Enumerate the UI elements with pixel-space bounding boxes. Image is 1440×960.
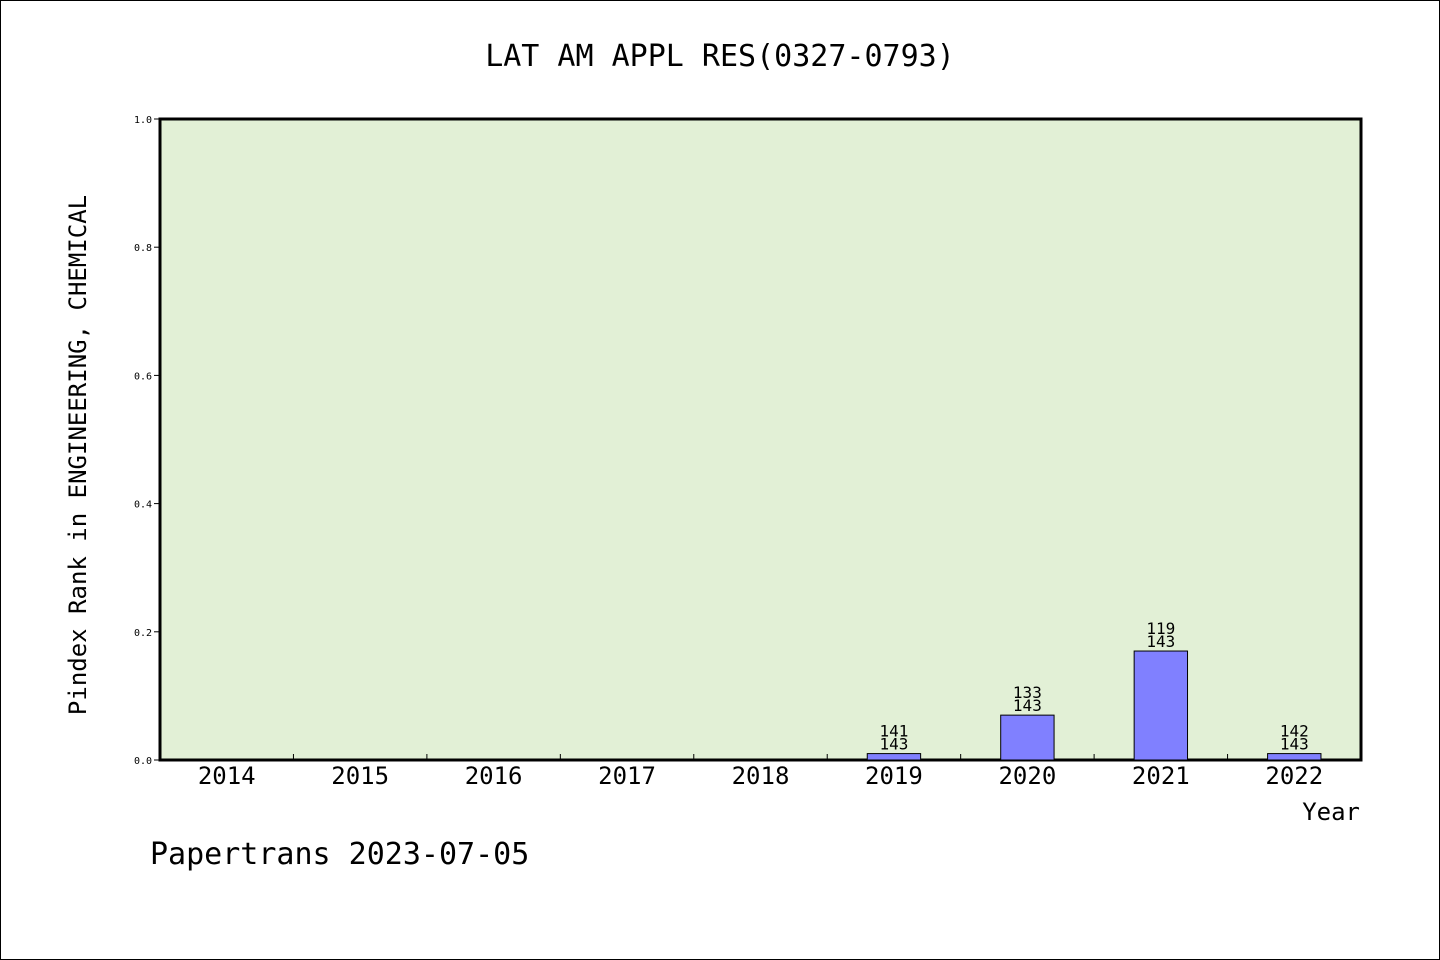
x-tick-label: 2015: [331, 762, 389, 790]
x-axis-ticks: 2014 2015 2016 2017 2018 2019 2020 2021 2022: [198, 754, 1323, 790]
chart-title: LAT AM APPL RES(0327-0793): [485, 39, 955, 74]
bar-rank-label: 133: [1013, 683, 1042, 702]
bar-total-label: 143: [1013, 696, 1042, 715]
y-tick-label: 0.6: [134, 371, 152, 382]
x-tick-label: 2020: [998, 762, 1056, 790]
x-tick-label: 2017: [598, 762, 656, 790]
x-tick-label: 2014: [198, 762, 256, 790]
y-axis-ticks: 0.0 0.2 0.4 0.6 0.8 1.0: [134, 115, 160, 767]
bar-rank-label: 142: [1280, 722, 1309, 741]
y-tick-label: 0.0: [134, 756, 152, 767]
x-tick-label: 2018: [732, 762, 790, 790]
footer-credit: Papertrans 2023-07-05: [150, 837, 529, 872]
y-axis-label: Pindex Rank in ENGINEERING, CHEMICAL: [64, 195, 92, 715]
bar-rank-label: 119: [1146, 619, 1175, 638]
x-tick-label: 2019: [865, 762, 923, 790]
bar-total-label: 143: [1146, 632, 1175, 651]
bar-2021: [1133, 650, 1189, 761]
bar-2022: [1267, 753, 1322, 761]
x-tick-label: 2022: [1265, 762, 1323, 790]
bar-2020: [1000, 714, 1055, 761]
y-tick-label: 0.4: [134, 500, 152, 511]
bar-rank-label: 141: [879, 722, 908, 741]
x-tick-label: 2021: [1132, 762, 1190, 790]
y-tick-label: 0.8: [134, 243, 152, 254]
bar-total-label: 143: [1280, 735, 1309, 754]
bar-2019: [866, 753, 922, 761]
x-tick-label: 2016: [465, 762, 523, 790]
y-tick-label: 1.0: [134, 115, 152, 126]
y-tick-label: 0.2: [134, 628, 152, 639]
bar-total-label: 143: [879, 735, 908, 754]
x-axis-label: Year: [1302, 798, 1360, 826]
